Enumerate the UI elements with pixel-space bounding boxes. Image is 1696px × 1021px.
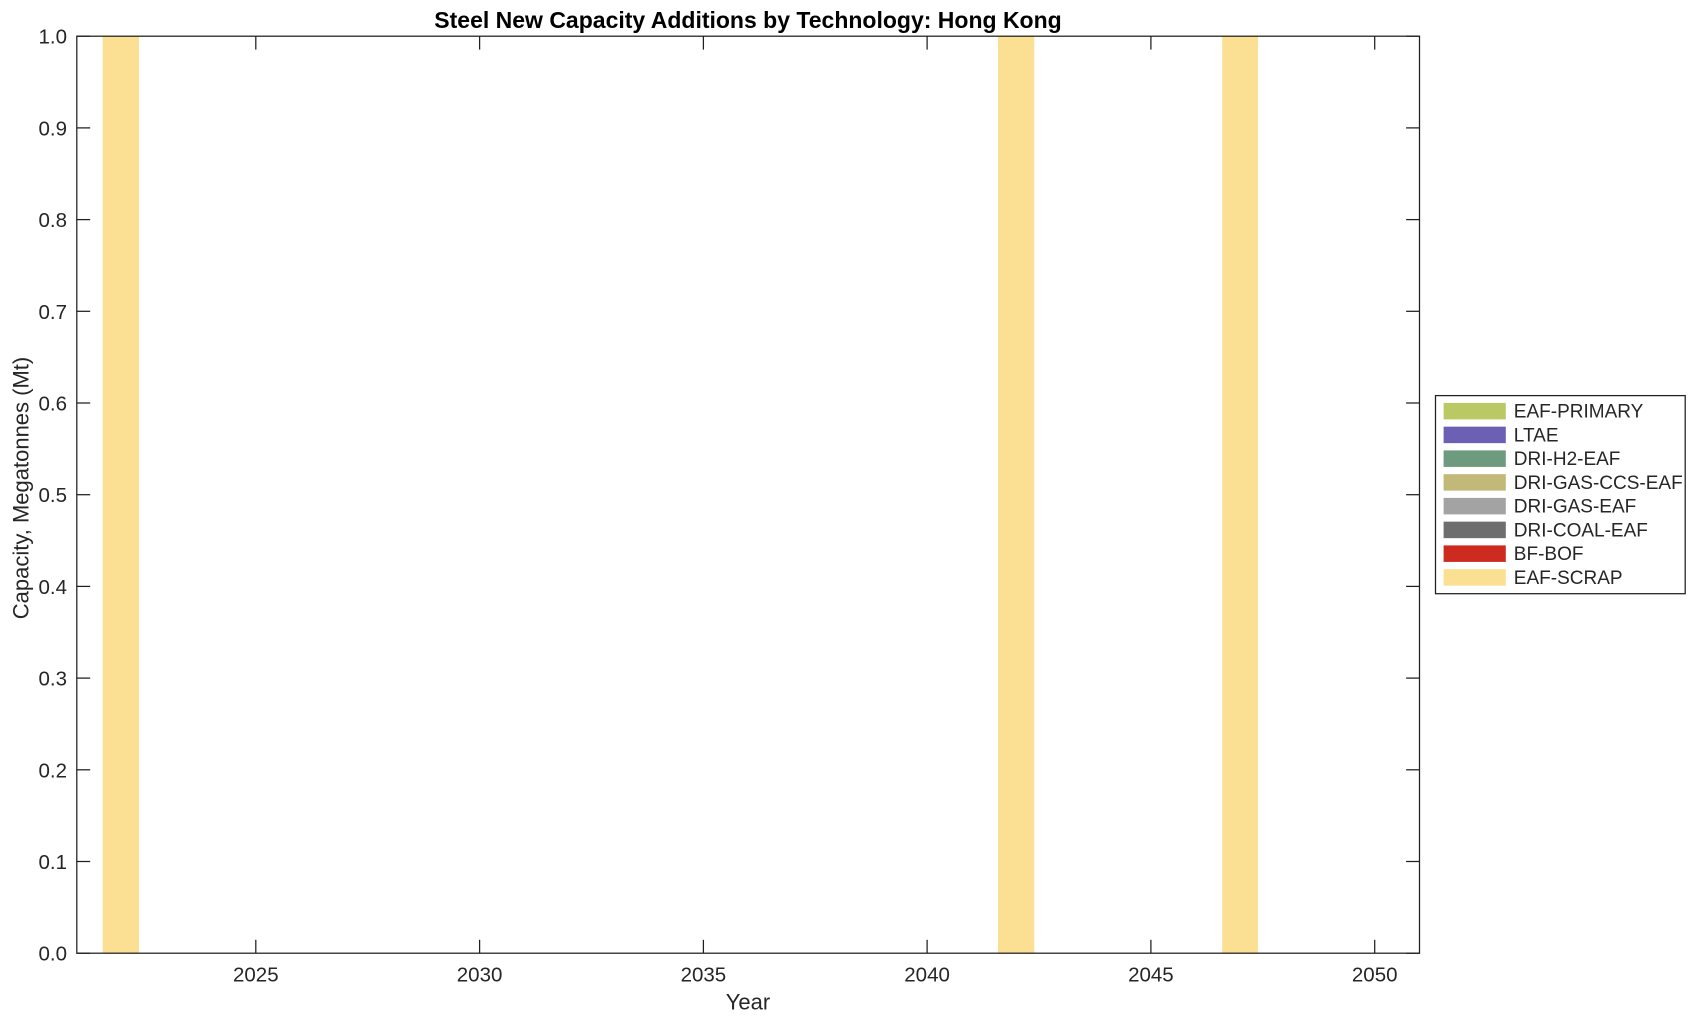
svg-text:EAF-SCRAP: EAF-SCRAP [1514,568,1623,589]
svg-text:2050: 2050 [1352,963,1398,986]
svg-text:Capacity, Megatonnes (Mt): Capacity, Megatonnes (Mt) [9,357,34,619]
svg-text:2025: 2025 [233,963,279,986]
svg-text:1.0: 1.0 [39,26,68,49]
svg-text:0.9: 0.9 [39,117,68,140]
svg-text:DRI-H2-EAF: DRI-H2-EAF [1514,449,1621,470]
svg-text:Steel New Capacity Additions b: Steel New Capacity Additions by Technolo… [434,7,1061,33]
svg-text:0.1: 0.1 [39,851,68,874]
svg-text:0.5: 0.5 [39,484,68,507]
svg-text:2045: 2045 [1128,963,1174,986]
svg-text:0.2: 0.2 [39,759,68,782]
svg-text:Year: Year [726,990,770,1015]
svg-text:0.0: 0.0 [39,943,68,966]
svg-text:2030: 2030 [457,963,503,986]
svg-text:LTAE: LTAE [1514,425,1559,446]
svg-text:2035: 2035 [681,963,727,986]
svg-text:2040: 2040 [904,963,950,986]
svg-text:0.3: 0.3 [39,668,68,691]
svg-text:0.4: 0.4 [39,576,68,599]
svg-text:EAF-PRIMARY: EAF-PRIMARY [1514,402,1644,423]
svg-text:0.7: 0.7 [39,301,68,324]
svg-text:0.8: 0.8 [39,209,68,232]
svg-text:DRI-GAS-EAF: DRI-GAS-EAF [1514,497,1636,518]
svg-text:DRI-GAS-CCS-EAF: DRI-GAS-CCS-EAF [1514,473,1683,494]
svg-text:BF-BOF: BF-BOF [1514,544,1584,565]
svg-text:0.6: 0.6 [39,393,68,416]
svg-text:DRI-COAL-EAF: DRI-COAL-EAF [1514,520,1648,541]
